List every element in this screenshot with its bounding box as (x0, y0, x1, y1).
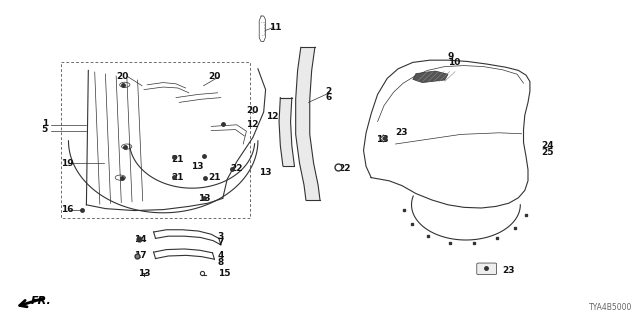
Text: 12: 12 (246, 120, 259, 129)
Text: 25: 25 (541, 148, 554, 156)
Text: 22: 22 (230, 164, 243, 173)
Text: 10: 10 (448, 58, 460, 67)
Text: 13: 13 (138, 269, 150, 278)
Text: 6: 6 (325, 93, 332, 102)
Text: 22: 22 (338, 164, 351, 172)
Text: 20: 20 (246, 106, 259, 115)
Text: FR.: FR. (31, 296, 51, 306)
Polygon shape (296, 47, 320, 200)
Text: 17: 17 (134, 252, 147, 260)
Text: 18: 18 (483, 266, 496, 275)
Text: 9: 9 (448, 52, 454, 60)
Text: 1: 1 (42, 119, 48, 128)
Text: 18: 18 (376, 135, 389, 144)
Text: 19: 19 (61, 159, 74, 168)
Text: 3: 3 (218, 232, 224, 241)
Text: 21: 21 (172, 155, 184, 164)
Polygon shape (413, 71, 448, 83)
Text: 5: 5 (42, 125, 48, 134)
Polygon shape (279, 98, 294, 166)
Text: 7: 7 (218, 238, 224, 247)
FancyBboxPatch shape (477, 263, 497, 275)
Text: 23: 23 (396, 128, 408, 137)
Text: 13: 13 (259, 168, 272, 177)
Text: 15: 15 (218, 269, 230, 278)
Text: 20: 20 (208, 72, 220, 81)
Text: 8: 8 (218, 258, 224, 267)
Text: 21: 21 (208, 173, 221, 182)
Text: 11: 11 (269, 23, 282, 32)
Text: 21: 21 (171, 173, 184, 182)
Text: 13: 13 (191, 162, 204, 171)
Text: TYA4B5000: TYA4B5000 (589, 303, 632, 312)
Text: 4: 4 (218, 252, 224, 260)
Text: 14: 14 (134, 235, 147, 244)
Text: 20: 20 (116, 72, 129, 81)
Text: 13: 13 (198, 194, 211, 203)
Text: 12: 12 (266, 112, 278, 121)
Text: 23: 23 (502, 266, 515, 275)
Text: 24: 24 (541, 141, 554, 150)
Text: 2: 2 (325, 87, 332, 96)
Text: 16: 16 (61, 205, 74, 214)
